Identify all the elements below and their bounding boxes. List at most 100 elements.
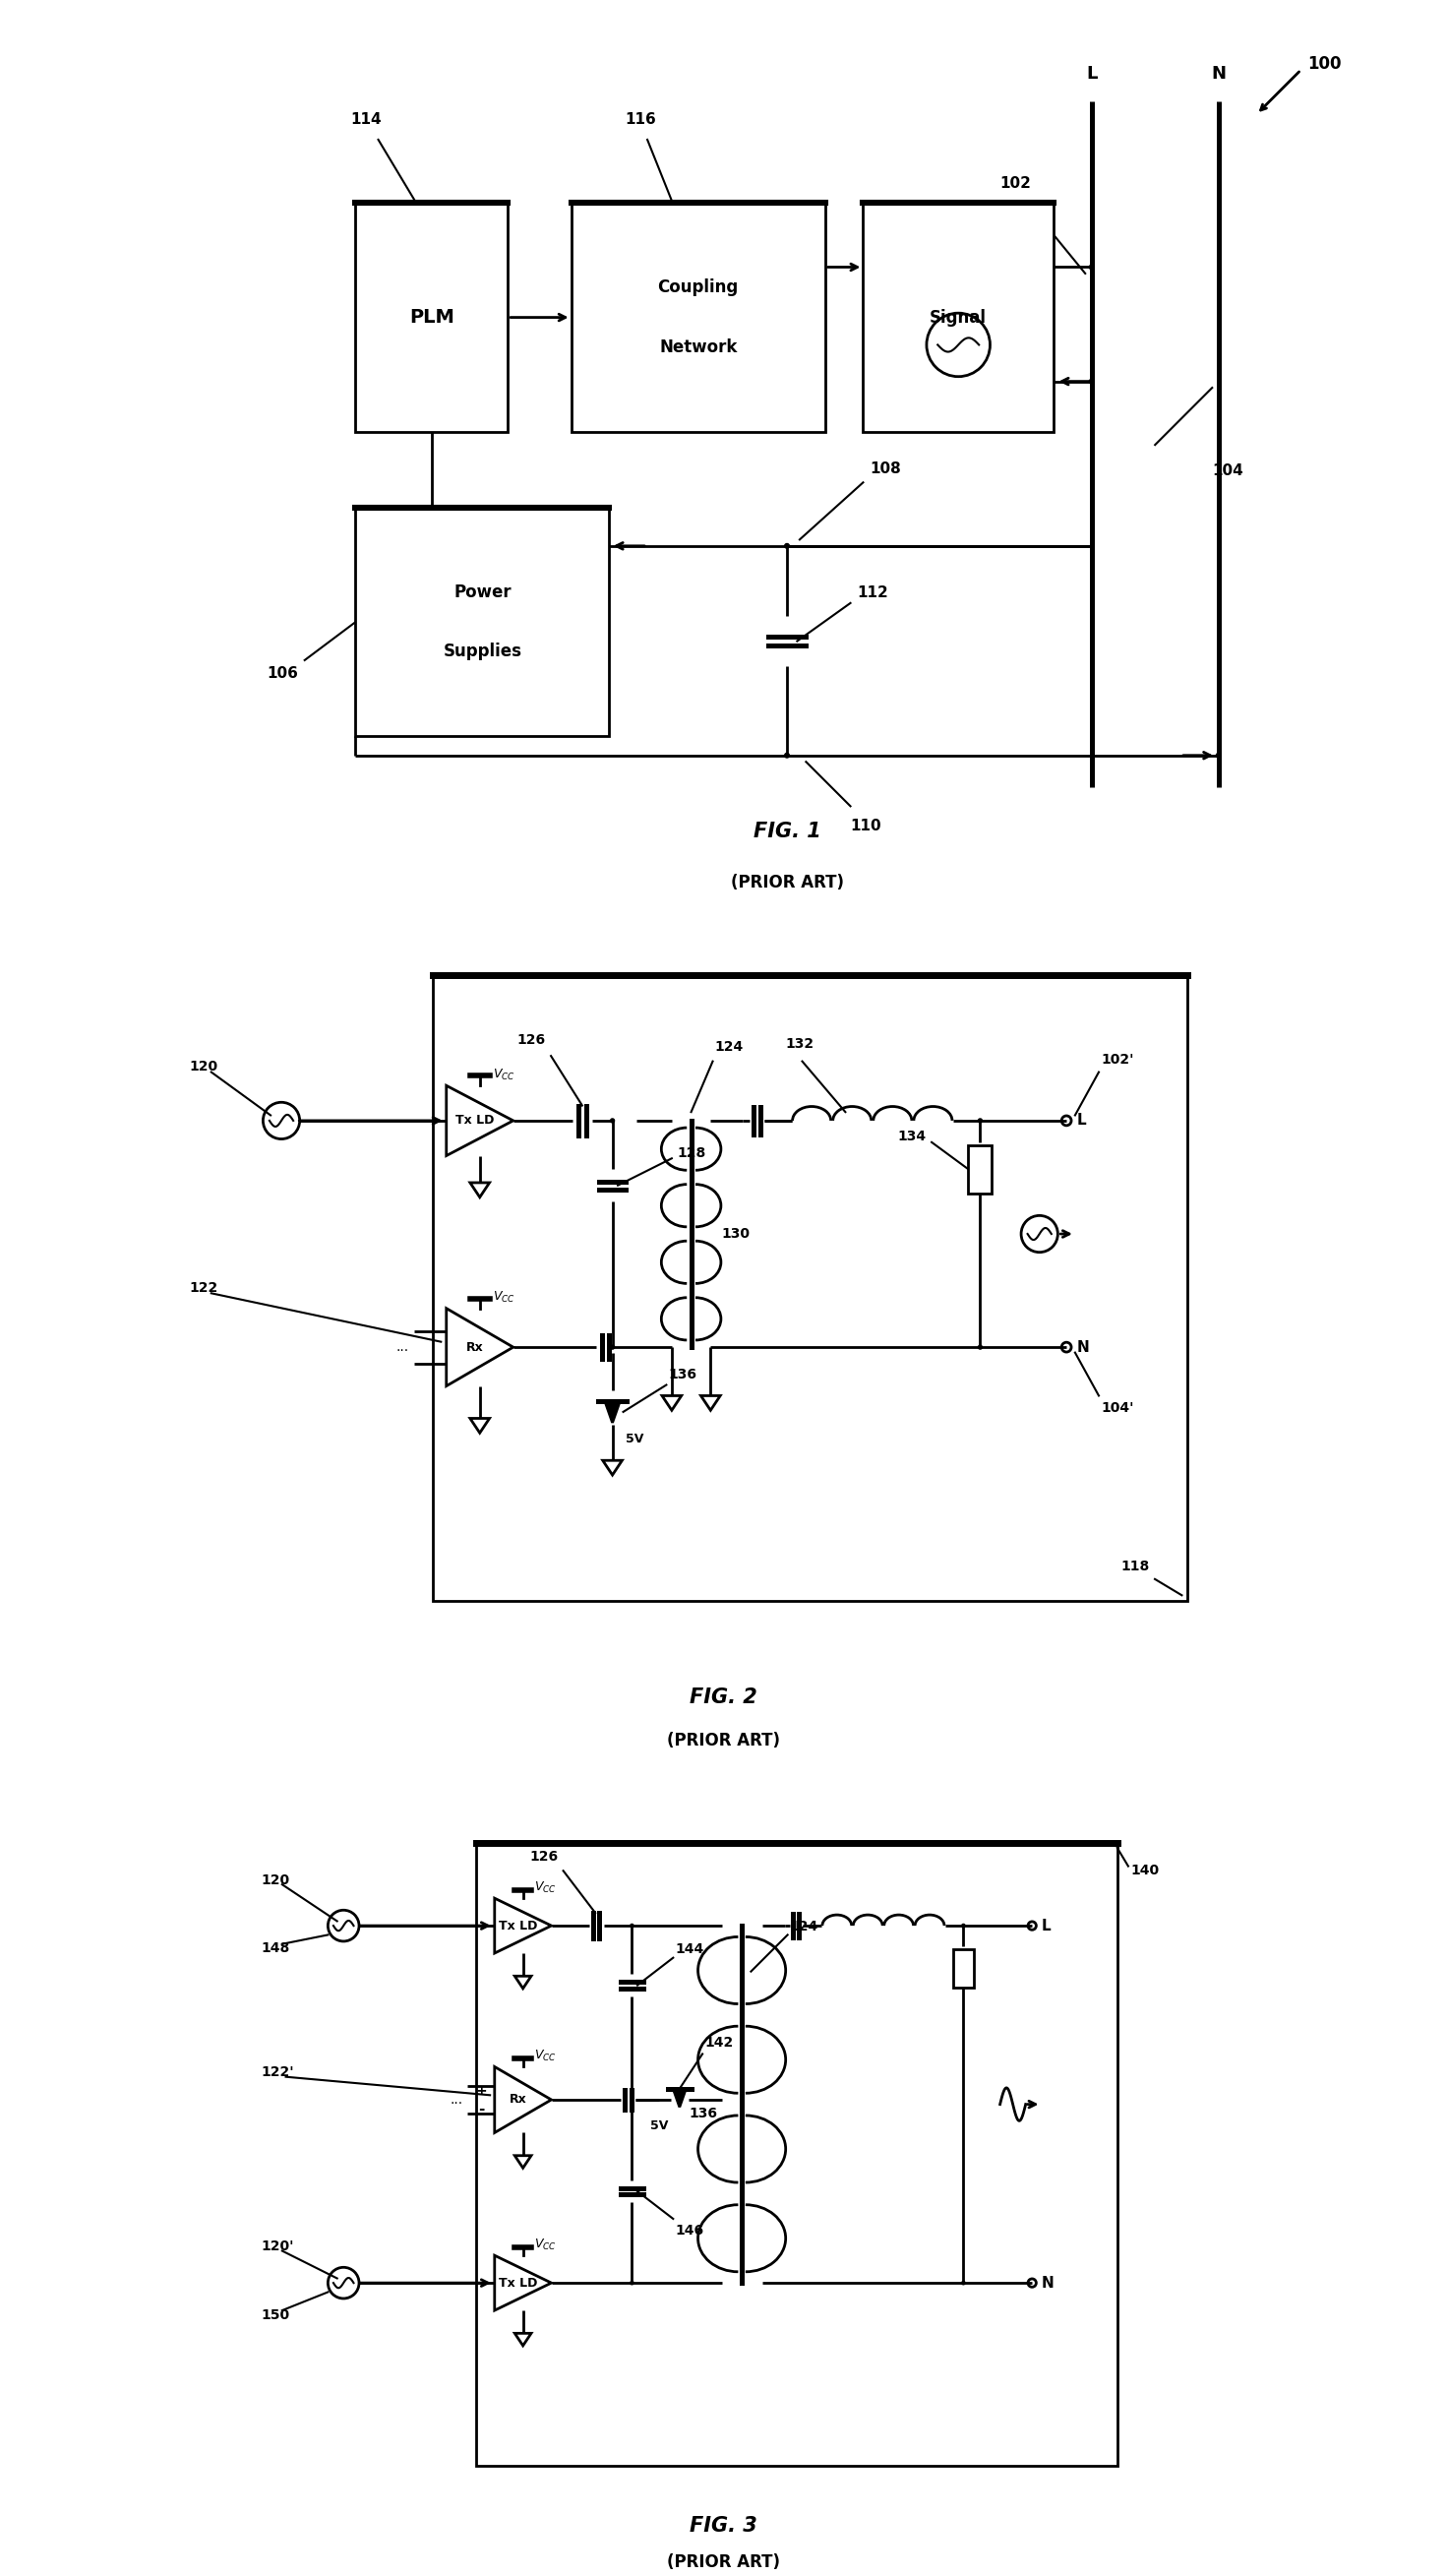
Text: 124: 124 — [790, 1919, 818, 1932]
Text: 120: 120 — [190, 1059, 218, 1074]
Text: 132: 132 — [786, 1036, 815, 1051]
Circle shape — [962, 2282, 965, 2285]
Circle shape — [631, 2097, 634, 2102]
Polygon shape — [470, 1182, 489, 1198]
Text: 5V: 5V — [625, 1432, 644, 1445]
Text: 144: 144 — [674, 1942, 703, 1955]
Text: 112: 112 — [857, 585, 888, 600]
Text: $V_{CC}$: $V_{CC}$ — [493, 1066, 515, 1082]
FancyBboxPatch shape — [954, 1950, 974, 1989]
Circle shape — [784, 752, 789, 757]
Text: Rx: Rx — [466, 1340, 483, 1352]
Circle shape — [1217, 752, 1221, 757]
Text: 122: 122 — [190, 1280, 218, 1296]
Polygon shape — [673, 2089, 686, 2107]
Text: 146: 146 — [674, 2223, 703, 2236]
Text: 140: 140 — [1132, 1865, 1159, 1878]
Text: (PRIOR ART): (PRIOR ART) — [731, 873, 844, 891]
Text: 136: 136 — [669, 1368, 697, 1381]
Text: FIG. 3: FIG. 3 — [690, 2517, 757, 2535]
Text: Rx: Rx — [509, 2094, 527, 2107]
Circle shape — [978, 1345, 983, 1350]
Polygon shape — [495, 2257, 551, 2311]
Text: 126: 126 — [517, 1033, 546, 1048]
Text: ...: ... — [450, 2092, 463, 2107]
Text: Signal: Signal — [930, 309, 987, 327]
Circle shape — [978, 1118, 983, 1123]
FancyBboxPatch shape — [476, 1844, 1117, 2465]
Polygon shape — [495, 1899, 551, 1953]
Text: Supplies: Supplies — [443, 644, 522, 659]
FancyBboxPatch shape — [356, 204, 508, 433]
Polygon shape — [515, 1976, 531, 1989]
Text: L: L — [1042, 1919, 1051, 1932]
Text: $V_{CC}$: $V_{CC}$ — [493, 1291, 515, 1306]
Text: N: N — [1042, 2275, 1053, 2290]
Text: -: - — [478, 2102, 483, 2117]
Polygon shape — [515, 2334, 531, 2347]
Circle shape — [631, 1924, 634, 1927]
Text: 148: 148 — [260, 1942, 289, 1955]
Text: 108: 108 — [870, 461, 900, 477]
Circle shape — [1090, 379, 1094, 384]
Circle shape — [784, 544, 789, 549]
Text: 5V: 5V — [650, 2120, 669, 2133]
Text: N: N — [1077, 1340, 1090, 1355]
FancyBboxPatch shape — [968, 1144, 993, 1193]
FancyBboxPatch shape — [862, 204, 1053, 433]
Text: Network: Network — [658, 337, 737, 355]
Polygon shape — [663, 1396, 682, 1409]
Text: PLM: PLM — [410, 309, 454, 327]
Text: FIG. 1: FIG. 1 — [752, 822, 820, 842]
Text: Tx LD: Tx LD — [499, 1919, 538, 1932]
Polygon shape — [495, 2066, 551, 2133]
Polygon shape — [700, 1396, 721, 1409]
FancyBboxPatch shape — [433, 976, 1187, 1600]
Text: 120: 120 — [260, 1873, 289, 1886]
Text: 120': 120' — [260, 2239, 294, 2254]
Text: Power: Power — [453, 585, 511, 600]
Text: 136: 136 — [689, 2107, 718, 2120]
Polygon shape — [446, 1084, 514, 1157]
Text: $V_{CC}$: $V_{CC}$ — [534, 1880, 556, 1896]
Text: 118: 118 — [1120, 1561, 1149, 1574]
Text: 102': 102' — [1101, 1054, 1134, 1066]
Polygon shape — [603, 1461, 622, 1476]
FancyBboxPatch shape — [356, 507, 609, 737]
Circle shape — [611, 1345, 615, 1350]
Polygon shape — [605, 1401, 619, 1422]
Polygon shape — [470, 1419, 489, 1432]
Text: L: L — [1077, 1113, 1087, 1128]
Text: 150: 150 — [260, 2308, 289, 2321]
Text: Tx LD: Tx LD — [454, 1115, 493, 1128]
Text: 124: 124 — [715, 1041, 744, 1054]
Text: 104: 104 — [1213, 464, 1243, 479]
Text: 100: 100 — [1307, 54, 1341, 72]
Text: 130: 130 — [722, 1226, 750, 1242]
Text: 116: 116 — [625, 113, 657, 126]
Text: L: L — [1087, 64, 1097, 82]
Text: 104': 104' — [1101, 1401, 1134, 1414]
FancyBboxPatch shape — [572, 204, 825, 433]
Text: $V_{CC}$: $V_{CC}$ — [534, 2048, 556, 2063]
Circle shape — [1090, 265, 1094, 270]
Text: (PRIOR ART): (PRIOR ART) — [667, 2553, 780, 2571]
Text: 134: 134 — [897, 1131, 926, 1144]
Polygon shape — [446, 1309, 514, 1386]
Polygon shape — [515, 2156, 531, 2169]
Text: 126: 126 — [530, 1850, 559, 1862]
Text: $V_{CC}$: $V_{CC}$ — [534, 2236, 556, 2251]
Text: N: N — [1211, 64, 1226, 82]
Circle shape — [631, 2282, 634, 2285]
Text: Coupling: Coupling — [657, 278, 738, 296]
Text: 114: 114 — [350, 113, 381, 126]
Text: 122': 122' — [260, 2066, 294, 2079]
Text: FIG. 2: FIG. 2 — [690, 1687, 757, 1708]
Text: Tx LD: Tx LD — [499, 2277, 538, 2290]
Text: 106: 106 — [266, 667, 298, 680]
Circle shape — [611, 1118, 615, 1123]
Text: ...: ... — [395, 1340, 408, 1355]
Circle shape — [962, 1924, 965, 1927]
Text: 110: 110 — [851, 819, 881, 835]
Text: 128: 128 — [677, 1146, 706, 1159]
